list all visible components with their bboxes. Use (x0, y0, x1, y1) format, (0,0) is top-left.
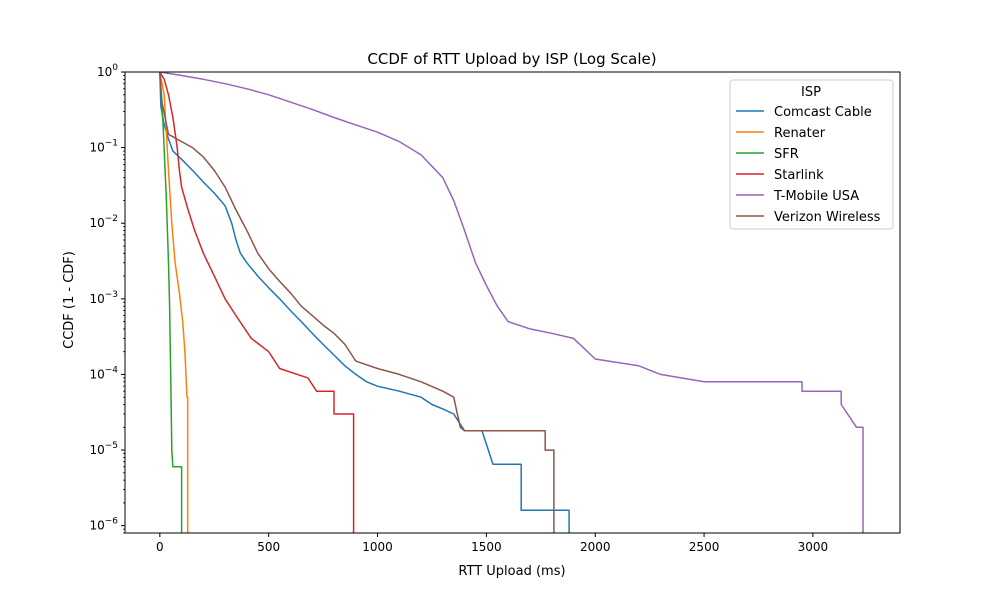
plot-area (159, 72, 864, 533)
legend-box (729, 79, 894, 230)
legend-label: Renater (774, 126, 826, 141)
y-tick-base: 10 (89, 367, 104, 381)
x-tick-label: 1500 (471, 540, 502, 554)
legend-label: Comcast Cable (774, 105, 872, 120)
x-axis-label: RTT Upload (ms) (458, 564, 565, 579)
series-line-starlink (159, 72, 355, 533)
y-tick-label: 100 (97, 63, 118, 79)
legend-label: SFR (774, 147, 799, 162)
y-tick-exponent: −2 (105, 214, 118, 224)
y-tick-label: 10−4 (89, 365, 118, 381)
legend-label: Verizon Wireless (774, 210, 881, 225)
y-axis-label: CCDF (1 - CDF) (62, 251, 77, 349)
y-tick-exponent: −1 (105, 139, 118, 149)
y-tick-base: 10 (89, 141, 104, 155)
legend-label: Starlink (774, 168, 824, 183)
series-line-renater (159, 72, 189, 533)
x-tick-label: 1000 (362, 540, 393, 554)
y-tick-label: 10−5 (89, 441, 118, 457)
x-tick-label: 3000 (798, 540, 829, 554)
x-tick-label: 500 (257, 540, 280, 554)
y-tick-base: 10 (89, 443, 104, 457)
chart-title: CCDF of RTT Upload by ISP (Log Scale) (367, 50, 656, 68)
y-tick-exponent: −5 (105, 441, 118, 451)
x-tick-label: 2500 (689, 540, 720, 554)
y-tick-base: 10 (89, 519, 104, 533)
series-line-verizon-wireless (159, 72, 555, 533)
y-tick-exponent: 0 (112, 63, 118, 73)
legend-title: ISP (801, 85, 821, 100)
y-tick-exponent: −4 (105, 365, 119, 375)
y-tick-exponent: −3 (105, 290, 118, 300)
series-line-t-mobile-usa (159, 72, 864, 533)
x-tick-label: 0 (156, 540, 164, 554)
legend: ISP Comcast Cable Renater SFR Starlink T-Mob… (729, 79, 894, 230)
y-tick-label: 10−6 (89, 517, 118, 533)
y-tick-label: 10−2 (89, 214, 118, 230)
y-tick-label: 10−3 (89, 290, 118, 306)
y-tick-exponent: −6 (105, 517, 119, 527)
series-line-sfr (159, 72, 183, 533)
legend-label: T-Mobile USA (773, 189, 859, 204)
y-tick-base: 10 (89, 292, 104, 306)
x-axis-ticks: 0 500 1000 1500 2000 2500 3000 (156, 533, 828, 554)
y-tick-base: 10 (89, 216, 104, 230)
x-tick-label: 2000 (580, 540, 611, 554)
y-tick-base: 10 (97, 65, 112, 79)
y-tick-label: 10−1 (89, 139, 118, 155)
